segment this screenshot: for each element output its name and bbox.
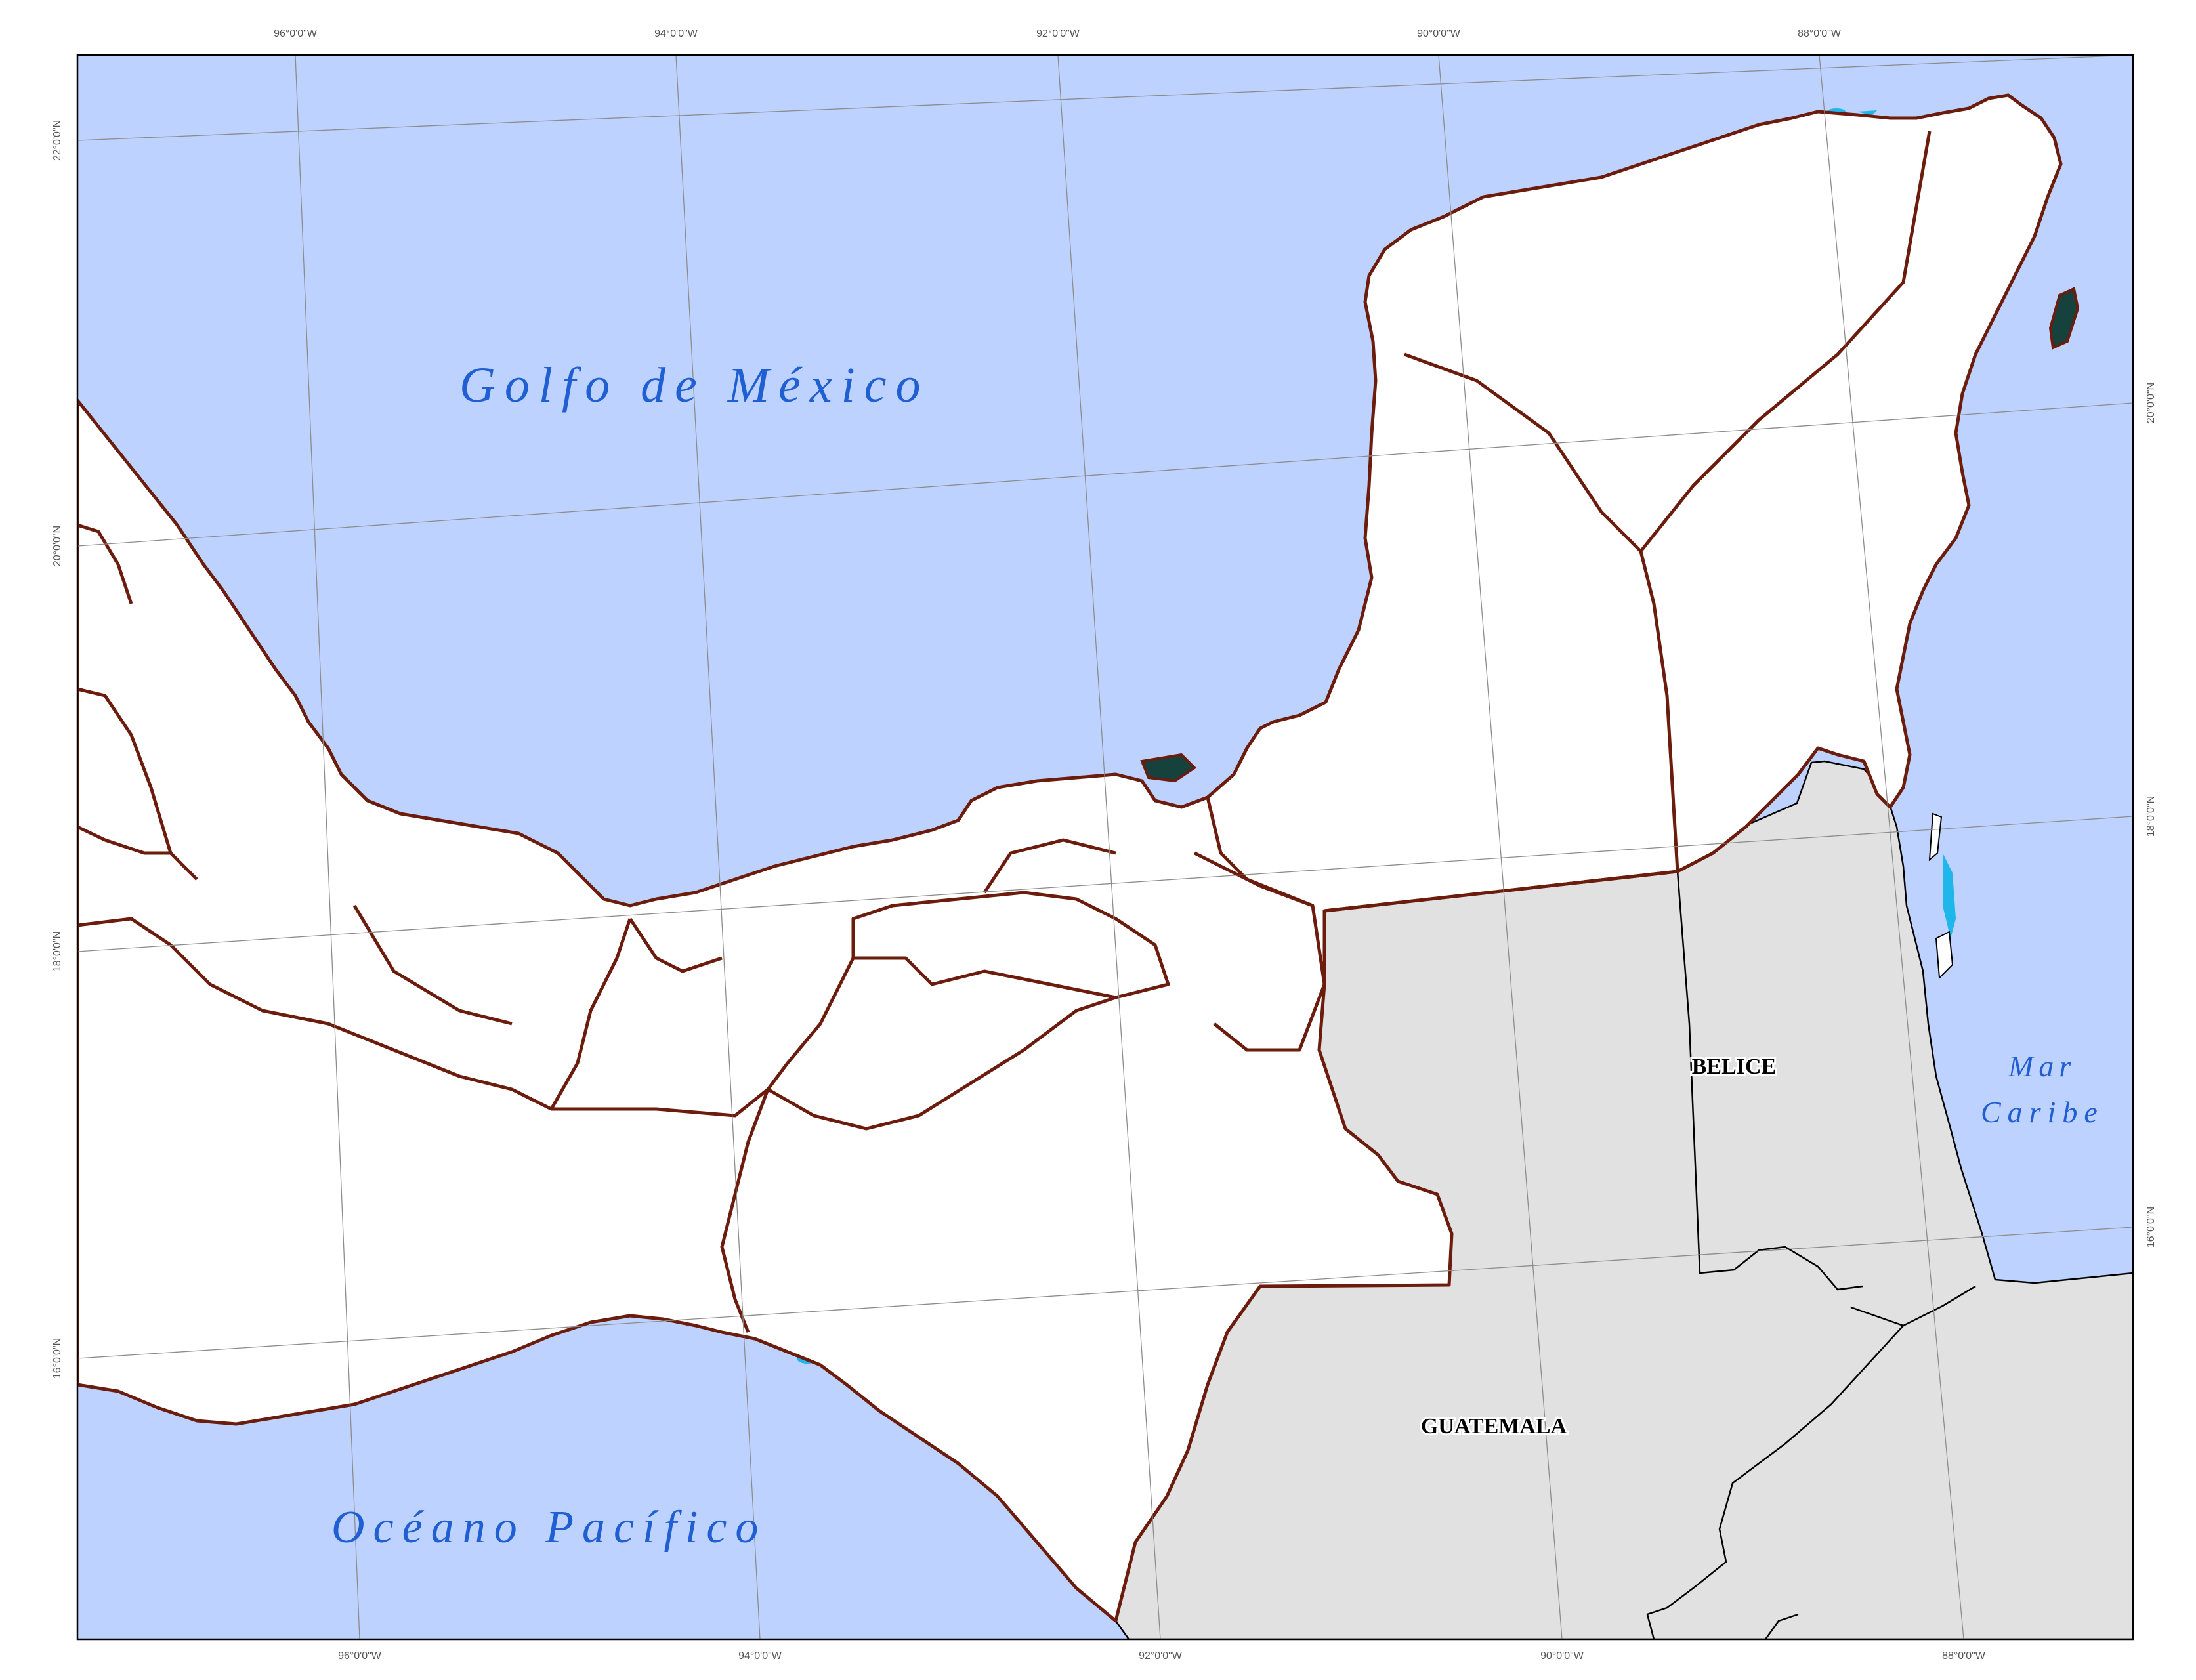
tick-labels-bottom: 96°0'0"W 94°0'0"W 92°0'0"W 90°0'0"W 88°0… bbox=[338, 1650, 1986, 1662]
tick-bottom-0: 96°0'0"W bbox=[338, 1650, 382, 1662]
tick-labels-left: 22°0'0"N 20°0'0"N 18°0'0"N 16°0'0"N bbox=[52, 120, 63, 1379]
label-golfo-de-mexico: Golfo de México bbox=[459, 358, 929, 413]
label-guatemala: GUATEMALA bbox=[1421, 1414, 1567, 1438]
tick-right-2: 16°0'0"N bbox=[2145, 1207, 2157, 1248]
tick-left-1: 20°0'0"N bbox=[52, 526, 63, 566]
tick-bottom-4: 88°0'0"W bbox=[1942, 1650, 1986, 1662]
label-belice: BELICE bbox=[1692, 1055, 1777, 1079]
graticule bbox=[77, 55, 2133, 1639]
tick-top-1: 94°0'0"W bbox=[654, 28, 698, 39]
map-border bbox=[76, 54, 2134, 1641]
tick-top-3: 90°0'0"W bbox=[1417, 28, 1461, 39]
label-mar-caribe-line2: Caribe bbox=[1981, 1095, 2104, 1129]
tick-bottom-1: 94°0'0"W bbox=[738, 1650, 782, 1662]
tick-bottom-3: 90°0'0"W bbox=[1540, 1650, 1584, 1662]
state-borders bbox=[77, 95, 2061, 1621]
label-oceano-pacifico: Océano Pacífico bbox=[331, 1502, 767, 1553]
tick-left-0: 22°0'0"N bbox=[52, 120, 63, 161]
islands bbox=[1140, 287, 2080, 980]
tick-top-4: 88°0'0"W bbox=[1798, 28, 1842, 39]
tick-top-0: 96°0'0"W bbox=[274, 28, 318, 39]
label-mar-caribe-line1: Mar bbox=[2008, 1049, 2076, 1083]
tick-left-2: 18°0'0"N bbox=[52, 931, 63, 972]
tick-labels-right: 20°0'0"N 18°0'0"N 16°0'0"N bbox=[2145, 383, 2157, 1248]
tick-bottom-2: 92°0'0"W bbox=[1139, 1650, 1183, 1662]
tick-top-2: 92°0'0"W bbox=[1036, 28, 1080, 39]
tick-right-1: 18°0'0"N bbox=[2145, 796, 2157, 837]
tick-labels-top: 96°0'0"W 94°0'0"W 92°0'0"W 90°0'0"W 88°0… bbox=[274, 28, 1842, 39]
tick-right-0: 20°0'0"N bbox=[2145, 383, 2157, 423]
tick-left-3: 16°0'0"N bbox=[52, 1338, 63, 1379]
